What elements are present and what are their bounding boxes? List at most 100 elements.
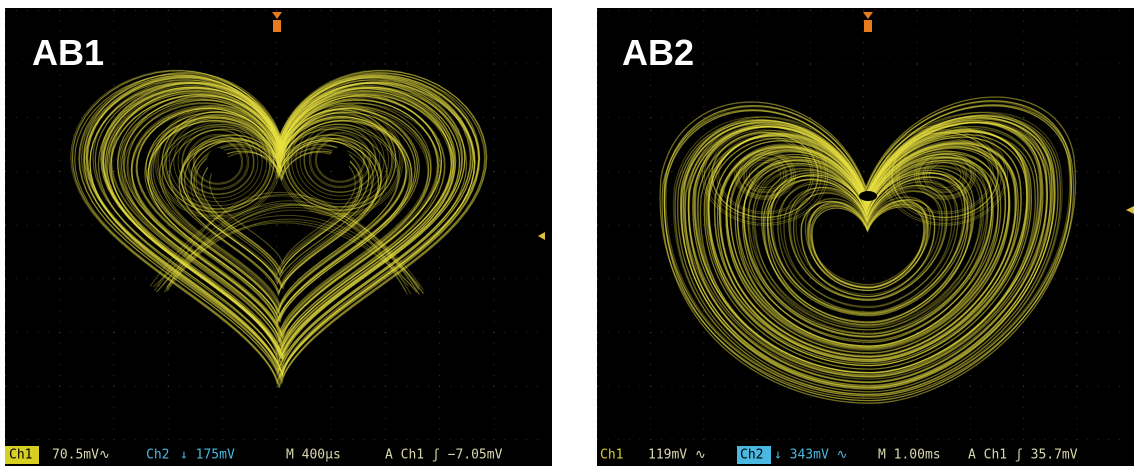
trace <box>711 132 819 218</box>
trace <box>299 123 381 197</box>
trace <box>149 114 409 312</box>
trace <box>135 107 420 326</box>
trace <box>915 151 975 199</box>
trace <box>108 89 453 353</box>
trace <box>762 172 973 326</box>
trace <box>708 129 822 221</box>
trace <box>162 214 421 287</box>
trace <box>147 119 413 323</box>
trace <box>97 86 468 369</box>
trace <box>181 129 255 195</box>
trace <box>166 222 420 295</box>
trace <box>811 206 925 289</box>
trace <box>679 115 1056 389</box>
trace <box>163 200 407 293</box>
trace <box>711 131 819 219</box>
trace <box>304 127 376 193</box>
trace <box>182 129 254 195</box>
trace <box>683 111 1053 380</box>
trace <box>751 165 985 334</box>
trace <box>167 209 420 291</box>
trace <box>180 134 382 289</box>
trace <box>716 135 814 215</box>
trace <box>130 105 430 334</box>
trace <box>168 128 388 296</box>
trace <box>766 176 969 324</box>
trace <box>74 73 481 385</box>
trace <box>703 126 827 224</box>
trace <box>310 133 370 187</box>
trace <box>696 127 1039 377</box>
trace <box>777 180 959 313</box>
trace <box>150 117 407 314</box>
trace <box>701 124 829 226</box>
trace <box>117 98 439 344</box>
trace <box>743 153 993 335</box>
trace <box>718 140 1017 357</box>
trace <box>725 146 1011 354</box>
trace <box>303 127 377 193</box>
trace <box>888 129 1002 221</box>
trace <box>754 165 982 331</box>
trace <box>83 79 476 379</box>
attractor-hole <box>207 148 229 176</box>
trace <box>126 102 432 336</box>
attractor <box>70 69 488 388</box>
trace <box>287 112 393 208</box>
trace <box>883 125 1007 225</box>
trace <box>684 121 1051 388</box>
trace <box>166 204 408 295</box>
panel-label: AB1 <box>32 32 104 73</box>
ch1-scale: 70.5mV∿ <box>52 448 110 463</box>
trace <box>178 140 380 294</box>
trace <box>153 220 409 288</box>
trace <box>767 169 969 317</box>
trace <box>157 107 279 217</box>
trace <box>136 107 419 323</box>
trace <box>156 206 412 295</box>
trace <box>192 139 244 185</box>
trace <box>82 75 480 379</box>
trace <box>663 105 1072 402</box>
timebase: M 400µs <box>286 448 341 463</box>
trigger: A Ch1 ʃ 35.7mV <box>968 448 1078 463</box>
trace <box>914 150 976 200</box>
trace <box>687 121 1048 384</box>
trace <box>120 99 440 343</box>
trace <box>800 199 936 298</box>
ch2-scale: ↓ 175mV <box>180 448 235 463</box>
trace <box>703 131 1033 370</box>
trace <box>283 109 397 211</box>
trace <box>770 171 966 314</box>
trace <box>168 191 425 294</box>
trace <box>706 130 1029 365</box>
trace <box>165 204 424 292</box>
trace <box>188 135 248 189</box>
trace <box>130 107 430 336</box>
trace <box>168 117 268 207</box>
trace <box>71 70 488 388</box>
trace <box>161 111 275 213</box>
trace <box>783 185 953 309</box>
trace <box>110 87 455 351</box>
trace <box>110 94 455 357</box>
trace <box>896 135 994 215</box>
trace <box>711 132 819 218</box>
trace <box>209 151 356 264</box>
trace <box>680 118 1055 390</box>
ch2-label: Ch2 <box>740 448 763 463</box>
trace <box>807 203 929 292</box>
timebase: M 1.00ms <box>878 448 941 463</box>
trace <box>177 125 259 199</box>
trace <box>287 112 393 208</box>
trace <box>308 131 372 189</box>
trace <box>674 114 1062 396</box>
trace <box>663 100 1072 397</box>
trace <box>748 161 782 189</box>
trace <box>734 150 796 200</box>
trace <box>180 137 374 285</box>
trace <box>692 122 1044 378</box>
trace <box>78 72 486 384</box>
trace <box>186 133 250 191</box>
